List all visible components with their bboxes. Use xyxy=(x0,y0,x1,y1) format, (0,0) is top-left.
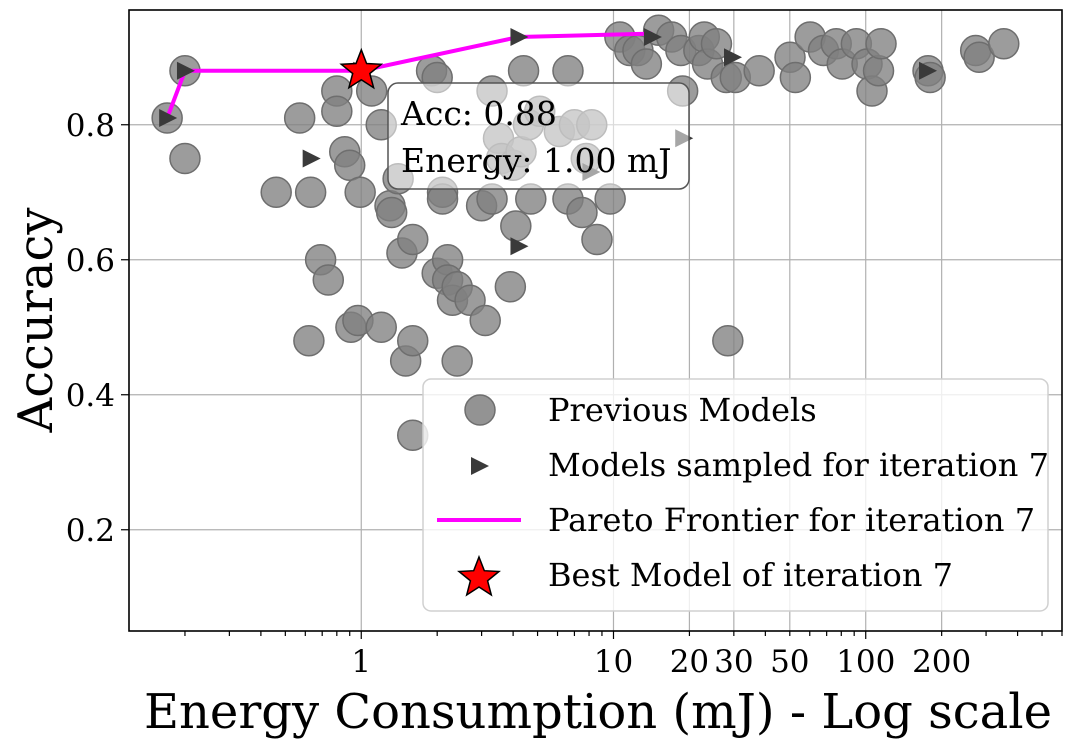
previous-model-point xyxy=(566,196,598,229)
sampled-model-point xyxy=(176,61,195,80)
annotation-energy: Energy: 1.00 mJ xyxy=(401,141,672,180)
previous-model-point xyxy=(344,176,376,208)
legend-best-label: Best Model of iteration 7 xyxy=(548,556,953,594)
legend-best-star-shape xyxy=(457,554,501,597)
previous-model-point xyxy=(581,223,613,256)
previous-model-point xyxy=(862,55,895,87)
previous-model-point xyxy=(260,176,292,208)
y-tick-label: 0.2 xyxy=(66,513,115,549)
sampled-model-point xyxy=(643,28,662,46)
legend-previous-label: Previous Models xyxy=(548,391,817,429)
previous-model-point xyxy=(441,345,473,377)
previous-model-point xyxy=(333,149,366,181)
previous-model-point xyxy=(494,271,527,303)
legend-best-marker xyxy=(457,554,501,597)
annotation-box-frame xyxy=(387,82,690,190)
legend-previous-marker xyxy=(464,394,496,426)
previous-model-point xyxy=(700,28,733,60)
previous-model-point xyxy=(321,95,353,127)
previous-model-point xyxy=(294,176,327,208)
sampled-model-point xyxy=(159,109,178,127)
previous-model-point xyxy=(469,304,501,337)
legend-sampled-marker xyxy=(471,457,489,475)
x-tick-label: 30 xyxy=(714,644,753,680)
sampled-model-point xyxy=(510,237,529,256)
previous-model-point xyxy=(396,325,429,357)
y-tick-label: 0.4 xyxy=(66,378,115,414)
previous-model-point xyxy=(312,264,345,296)
axis-titles: Energy Consumption (mJ) - Log scale Accu… xyxy=(8,208,1052,740)
x-tick-label: 50 xyxy=(770,644,809,680)
previous-model-point xyxy=(283,102,316,134)
x-axis-title: Energy Consumption (mJ) - Log scale xyxy=(144,684,1052,740)
plot-frame xyxy=(128,9,1063,632)
previous-model-point xyxy=(396,223,429,256)
previous-model-point xyxy=(500,210,532,242)
legend-frame xyxy=(422,378,1049,612)
previous-model-point xyxy=(743,55,775,87)
x-tick-label: 10 xyxy=(594,644,633,680)
previous-model-point xyxy=(365,311,397,343)
previous-model-point xyxy=(988,28,1020,60)
sampled-model-point xyxy=(302,149,321,168)
x-tick-label: 100 xyxy=(836,644,895,680)
y-tick-label: 0.8 xyxy=(66,108,115,144)
previous-model-point xyxy=(375,196,408,229)
axes: 1 10 20 30 50 100 200 0.2 0.4 0.6 0.8 xyxy=(66,9,1063,680)
legend-sampled-label: Models sampled for iteration 7 xyxy=(548,446,1049,484)
best-model-star xyxy=(339,47,384,90)
previous-model-point xyxy=(507,55,540,87)
previous-model-point xyxy=(355,75,388,107)
annotation-accuracy: Acc: 0.88 xyxy=(400,94,557,133)
previous-model-point xyxy=(630,48,663,80)
previous-model-point xyxy=(293,325,325,357)
previous-model-point xyxy=(169,142,201,175)
best-model xyxy=(339,47,384,90)
y-axis-title: Accuracy xyxy=(8,208,64,434)
sampled-model-point xyxy=(510,28,529,46)
y-tick-label: 0.6 xyxy=(66,243,115,279)
x-tick-label: 1 xyxy=(351,644,371,680)
sampled-model-point xyxy=(723,48,742,67)
legend-pareto-label: Pareto Frontier for iteration 7 xyxy=(548,501,1035,539)
x-tick-label: 20 xyxy=(670,644,709,680)
previous-model-point xyxy=(963,41,995,73)
previous-model-point xyxy=(712,325,744,357)
x-tick-label: 200 xyxy=(912,644,971,680)
legend: Previous Models Models sampled for itera… xyxy=(422,378,1049,612)
sampled-model-point xyxy=(919,61,938,80)
annotation-box: Acc: 0.88 Energy: 1.00 mJ xyxy=(387,82,690,190)
previous-model-point xyxy=(865,28,897,60)
previous-model-point xyxy=(552,55,584,87)
previous-model-point xyxy=(779,61,812,94)
